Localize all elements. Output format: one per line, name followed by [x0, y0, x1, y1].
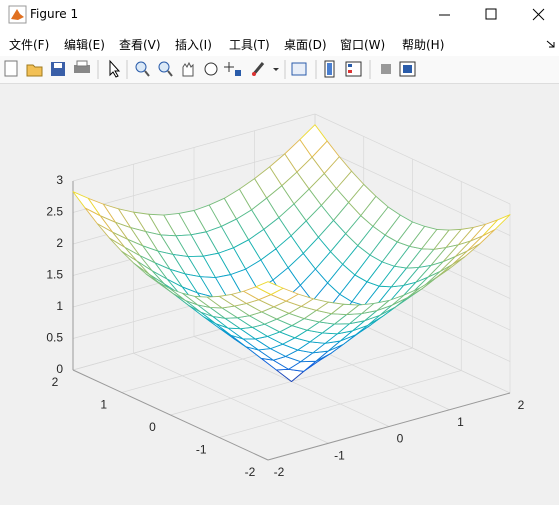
- x-tick-label: 2: [518, 398, 525, 412]
- z-tick-label: 2: [56, 236, 63, 250]
- menu-item[interactable]: 窗口(W): [340, 38, 386, 52]
- x-tick-label: 1: [457, 415, 464, 429]
- y-tick-label: 1: [100, 398, 107, 412]
- window-controls[interactable]: [419, 0, 559, 30]
- y-tick-label: -2: [245, 465, 256, 479]
- z-tick-label: 2.5: [46, 205, 63, 219]
- menu-arrow[interactable]: [546, 39, 556, 49]
- mesh-face: [255, 281, 284, 296]
- menu-item[interactable]: 桌面(D): [284, 38, 327, 52]
- y-tick-label: 0: [149, 420, 156, 434]
- menu-item[interactable]: 查看(V): [119, 38, 161, 52]
- z-tick-label: 0: [56, 362, 63, 376]
- grid-line: [72, 145, 316, 213]
- menu-item[interactable]: 文件(F): [9, 38, 50, 52]
- x-tick-label: -1: [334, 448, 345, 462]
- grid-line: [314, 145, 511, 236]
- window-title: Figure 1: [30, 7, 79, 21]
- title-bar: Figure 1: [0, 0, 559, 30]
- toolbar-icons[interactable]: [0, 56, 559, 83]
- x-axis-line: [267, 392, 511, 461]
- z-tick-label: 3: [56, 173, 63, 187]
- menu-item[interactable]: 帮助(H): [402, 38, 445, 52]
- toolbar: [0, 56, 559, 84]
- y-tick-label: -1: [196, 443, 207, 457]
- x-tick-label: -2: [274, 465, 285, 479]
- menu-item[interactable]: 编辑(E): [64, 38, 105, 52]
- z-tick-label: 1.5: [46, 268, 63, 282]
- x-tick-label: 0: [397, 432, 404, 446]
- grid-line: [219, 370, 462, 438]
- menu-item[interactable]: 插入(I): [175, 38, 212, 52]
- y-axis-line: [72, 369, 269, 461]
- z-tick-label: 1: [56, 299, 63, 313]
- y-tick-label: 2: [52, 375, 59, 389]
- grid-line: [72, 113, 316, 182]
- z-tick-label: 0.5: [46, 331, 63, 345]
- menu-item[interactable]: 工具(T): [229, 38, 270, 52]
- menu-bar: 文件(F) 编辑(E) 查看(V) 插入(I) 工具(T) 桌面(D) 窗口(W…: [0, 30, 559, 56]
- app-icon: [8, 5, 27, 24]
- grid-line: [314, 113, 511, 205]
